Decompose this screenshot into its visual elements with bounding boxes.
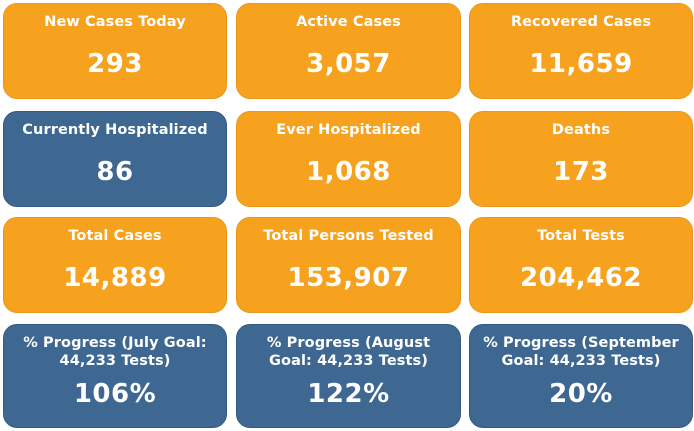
card-value: 293: [87, 49, 143, 79]
card-value: 20%: [549, 379, 613, 409]
card-value: 173: [553, 157, 609, 187]
card-total-persons-tested: Total Persons Tested 153,907: [236, 217, 461, 313]
card-label: Ever Hospitalized: [276, 122, 421, 138]
card-value: 204,462: [520, 263, 642, 293]
card-label: Total Tests: [537, 228, 625, 244]
card-progress-august: % Progress (August Goal: 44,233 Tests) 1…: [236, 324, 461, 428]
card-value: 122%: [307, 379, 390, 409]
card-label: % Progress (September Goal: 44,233 Tests…: [483, 335, 679, 369]
card-value: 153,907: [287, 263, 410, 293]
card-label: % Progress (July Goal: 44,233 Tests): [23, 335, 207, 369]
card-progress-july: % Progress (July Goal: 44,233 Tests) 106…: [3, 324, 227, 428]
card-value: 86: [96, 157, 134, 187]
card-progress-september: % Progress (September Goal: 44,233 Tests…: [469, 324, 693, 428]
card-recovered-cases: Recovered Cases 11,659: [469, 3, 693, 99]
card-deaths: Deaths 173: [469, 111, 693, 207]
card-label: % Progress (August Goal: 44,233 Tests): [266, 335, 431, 369]
card-label: Total Persons Tested: [263, 228, 434, 244]
card-total-cases: Total Cases 14,889: [3, 217, 227, 313]
card-label: Active Cases: [296, 14, 401, 30]
card-ever-hospitalized: Ever Hospitalized 1,068: [236, 111, 461, 207]
card-label: Total Cases: [68, 228, 162, 244]
card-new-cases-today: New Cases Today 293: [3, 3, 227, 99]
card-label: New Cases Today: [44, 14, 186, 30]
card-currently-hospitalized: Currently Hospitalized 86: [3, 111, 227, 207]
card-label: Deaths: [551, 122, 611, 138]
card-value: 3,057: [306, 49, 391, 79]
card-active-cases: Active Cases 3,057: [236, 3, 461, 99]
card-value: 1,068: [306, 157, 391, 187]
card-total-tests: Total Tests 204,462: [469, 217, 693, 313]
card-value: 14,889: [63, 263, 167, 293]
card-value: 106%: [73, 379, 157, 409]
card-label: Currently Hospitalized: [22, 122, 208, 138]
card-value: 11,659: [529, 49, 633, 79]
card-label: Recovered Cases: [510, 14, 652, 30]
